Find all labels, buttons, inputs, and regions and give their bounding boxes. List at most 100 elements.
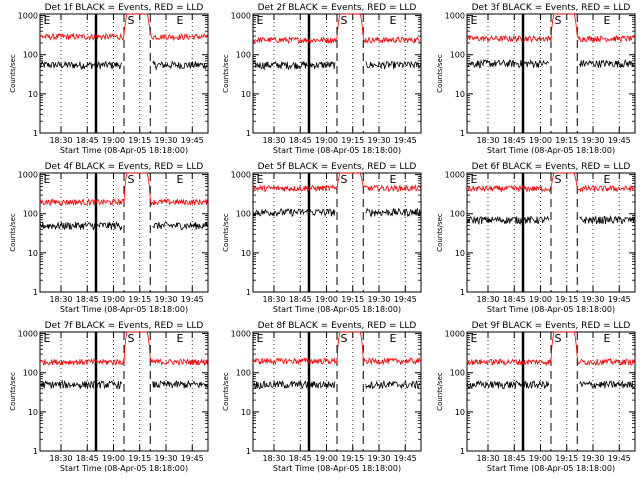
- x-tick-label: 19:00: [102, 454, 125, 463]
- y-tick-label: 100: [450, 369, 465, 378]
- panel-title: Det 7f BLACK = Events, RED = LLD: [45, 321, 204, 331]
- x-tick-label: 18:30: [49, 454, 72, 463]
- panel-title: Det 3f BLACK = Events, RED = LLD: [472, 3, 631, 13]
- x-tick-label: 19:15: [341, 454, 364, 463]
- lld-series-line: [466, 13, 635, 44]
- x-tick-label: 19:30: [154, 295, 177, 304]
- x-tick-label: 19:45: [608, 295, 631, 304]
- x-tick-label: 19:45: [394, 136, 417, 145]
- y-tick-label: 1: [460, 447, 465, 456]
- events-series-line: [152, 60, 208, 71]
- y-tick-label: 1000: [231, 171, 251, 180]
- y-tick-label: 10: [455, 90, 465, 99]
- panel-title: Det 5f BLACK = Events, RED = LLD: [258, 162, 417, 172]
- x-tick-label: 19:45: [394, 454, 417, 463]
- x-tick-label: 19:15: [555, 295, 578, 304]
- x-tick-label: 19:00: [315, 295, 338, 304]
- interval-marker: S: [128, 14, 135, 27]
- x-tick-label: 18:45: [289, 136, 312, 145]
- x-tick-label: 19:00: [529, 454, 552, 463]
- x-tick-label: 18:45: [503, 295, 526, 304]
- x-tick-label: 19:00: [315, 136, 338, 145]
- y-tick-label: 10: [241, 249, 251, 258]
- events-series-line: [365, 379, 421, 390]
- events-series-line: [466, 379, 550, 390]
- panel-title: Det 2f BLACK = Events, RED = LLD: [258, 3, 417, 13]
- interval-marker: S: [555, 332, 562, 345]
- x-tick-label: 19:30: [154, 454, 177, 463]
- lld-series-line: [466, 331, 635, 367]
- x-axis-label: Start Time (08-Apr-05 18:18:00): [273, 305, 401, 314]
- lld-series-line: [252, 13, 421, 45]
- interval-marker: E: [471, 173, 478, 186]
- y-tick-label: 1000: [18, 12, 38, 21]
- panel-title: Det 4f BLACK = Events, RED = LLD: [45, 162, 204, 172]
- y-tick-label: 100: [236, 210, 251, 219]
- events-series-line: [579, 379, 635, 390]
- y-tick-label: 1: [246, 447, 251, 456]
- y-tick-label: 1000: [18, 171, 38, 180]
- y-tick-label: 10: [28, 90, 38, 99]
- y-tick-label: 1000: [445, 330, 465, 339]
- x-tick-label: 18:45: [76, 136, 99, 145]
- y-tick-label: 1000: [231, 330, 251, 339]
- x-tick-label: 19:15: [128, 454, 151, 463]
- interval-marker: E: [471, 332, 478, 345]
- x-tick-label: 19:00: [102, 295, 125, 304]
- panel-title: Det 6f BLACK = Events, RED = LLD: [472, 162, 631, 172]
- y-tick-label: 10: [241, 408, 251, 417]
- y-tick-label: 1: [460, 288, 465, 297]
- y-axis-label: Counts/sec: [9, 213, 17, 252]
- y-tick-label: 1: [33, 447, 38, 456]
- interval-marker: E: [177, 173, 184, 186]
- x-tick-label: 18:30: [49, 295, 72, 304]
- y-axis-label: Counts/sec: [436, 213, 444, 252]
- interval-marker: E: [390, 332, 397, 345]
- interval-marker: E: [257, 14, 264, 27]
- interval-marker: S: [128, 332, 135, 345]
- x-axis-label: Start Time (08-Apr-05 18:18:00): [487, 305, 615, 314]
- x-tick-label: 19:15: [128, 295, 151, 304]
- x-tick-label: 19:30: [367, 136, 390, 145]
- events-series-line: [467, 58, 550, 69]
- y-tick-label: 10: [455, 249, 465, 258]
- interval-marker: E: [390, 173, 397, 186]
- x-tick-label: 19:15: [341, 136, 364, 145]
- x-axis-label: Start Time (08-Apr-05 18:18:00): [273, 146, 401, 155]
- y-axis-label: Counts/sec: [222, 213, 230, 252]
- events-series-line: [579, 215, 635, 225]
- interval-marker: S: [555, 173, 562, 186]
- y-tick-label: 100: [236, 369, 251, 378]
- y-tick-label: 100: [23, 210, 38, 219]
- x-tick-label: 19:45: [608, 136, 631, 145]
- lld-series-line: [39, 13, 208, 42]
- x-tick-label: 19:00: [529, 136, 552, 145]
- y-tick-label: 1: [246, 129, 251, 138]
- y-tick-label: 10: [28, 408, 38, 417]
- y-tick-label: 1000: [445, 171, 465, 180]
- x-tick-label: 18:45: [289, 454, 312, 463]
- y-tick-label: 100: [236, 51, 251, 60]
- events-series-line: [579, 59, 635, 68]
- y-tick-label: 1000: [231, 12, 251, 21]
- interval-marker: S: [341, 14, 348, 27]
- x-tick-label: 19:00: [529, 295, 552, 304]
- x-axis-label: Start Time (08-Apr-05 18:18:00): [487, 146, 615, 155]
- interval-marker: E: [604, 173, 611, 186]
- y-tick-label: 1: [33, 129, 38, 138]
- x-tick-label: 19:30: [154, 136, 177, 145]
- x-tick-label: 19:00: [102, 136, 125, 145]
- panel-title: Det 8f BLACK = Events, RED = LLD: [258, 321, 417, 331]
- events-series-line: [252, 207, 336, 218]
- y-tick-label: 100: [23, 51, 38, 60]
- y-tick-label: 1: [460, 129, 465, 138]
- interval-marker: E: [390, 14, 397, 27]
- interval-marker: E: [44, 332, 51, 345]
- x-tick-label: 19:30: [367, 454, 390, 463]
- y-axis-label: Counts/sec: [222, 372, 230, 411]
